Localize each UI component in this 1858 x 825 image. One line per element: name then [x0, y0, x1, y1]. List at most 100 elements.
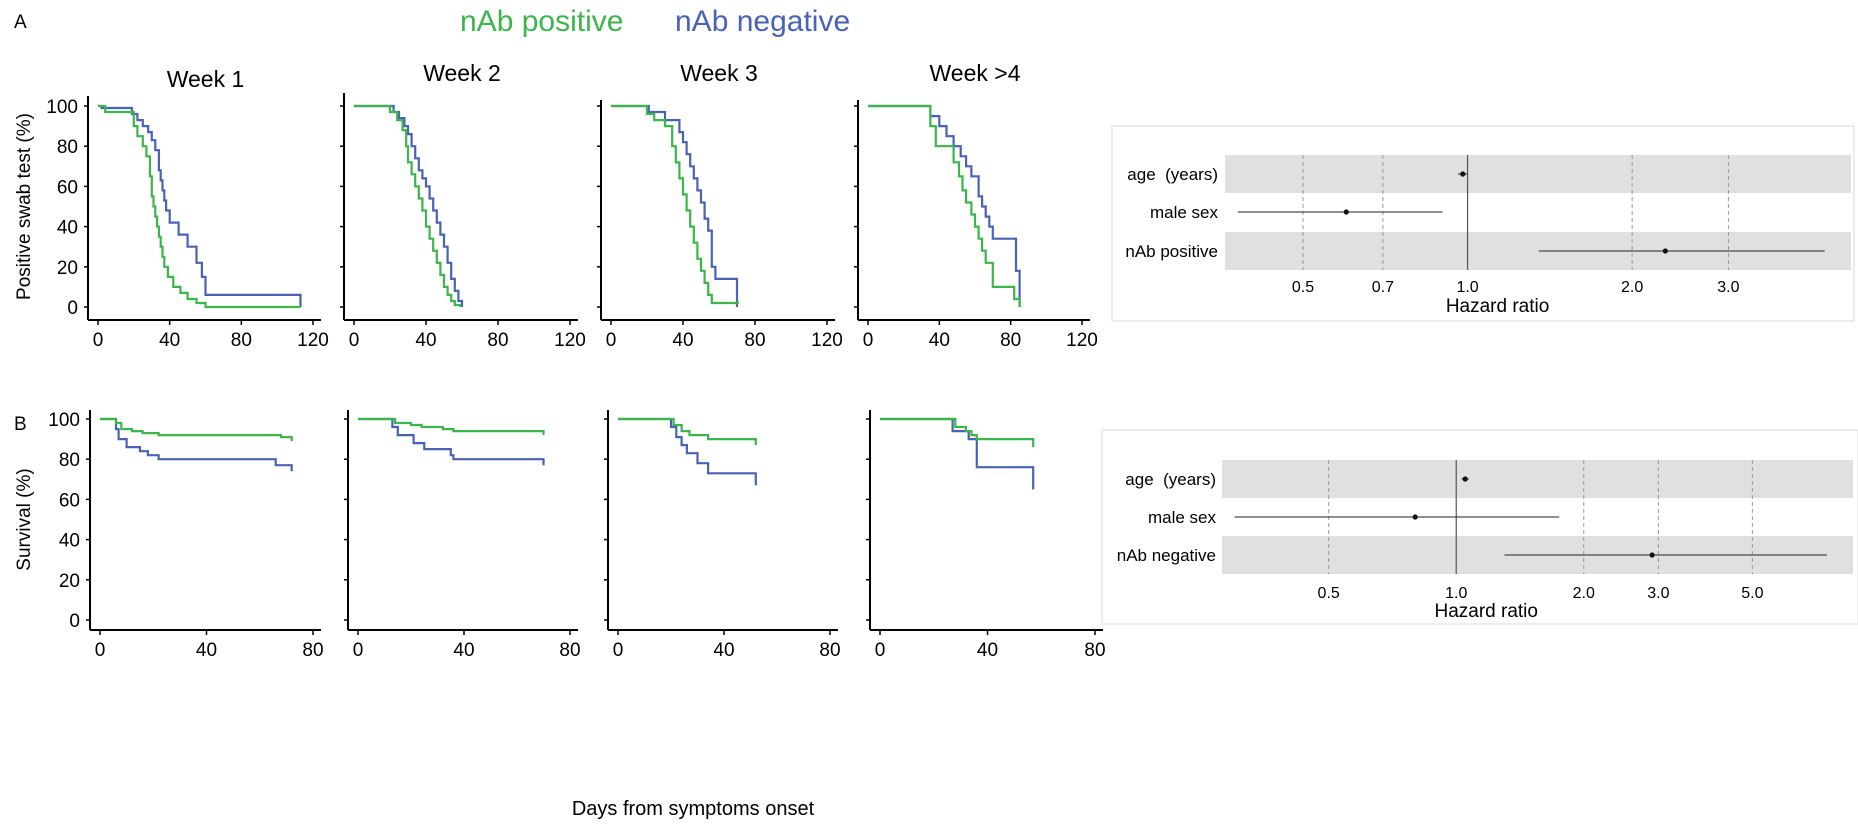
x-tick-label: 80 [1084, 640, 1105, 661]
y-axis-label: Survival (%) [14, 468, 35, 570]
plot-title: Week 2 [423, 60, 501, 86]
forest-plot-b-forest: age (years) male sex nAb negative 0.5 1.0 2.0… [1101, 429, 1858, 625]
x-tick-label: 40 [159, 330, 180, 351]
x-tick-label: 3.0 [1717, 279, 1739, 296]
estimate-point [1412, 514, 1418, 520]
x-tick-label: 0.5 [1292, 279, 1314, 296]
x-tick-label: 40 [196, 640, 217, 661]
x-tick-label: 0 [613, 640, 624, 661]
legend-nab-negative: nAb negative [675, 5, 850, 38]
row-label: age (years) [1125, 470, 1216, 489]
x-tick-label: 80 [231, 330, 252, 351]
row-label: male sex [1150, 203, 1219, 222]
x-tick-label: 120 [811, 330, 843, 351]
x-tick-label: 0 [93, 330, 104, 351]
x-tick-label: 3.0 [1647, 585, 1669, 602]
x-tick-label: 5.0 [1741, 585, 1763, 602]
legend-nab-positive: nAb positive [460, 5, 623, 38]
row-label: nAb negative [1117, 546, 1216, 565]
plot-title: Week >4 [930, 60, 1021, 86]
y-tick-label: 0 [67, 298, 78, 319]
y-tick-label: 20 [57, 258, 78, 279]
row-band [1222, 460, 1853, 498]
x-tick-label: 2.0 [1573, 585, 1595, 602]
x-tick-label: 80 [744, 330, 765, 351]
y-tick-label: 0 [69, 611, 80, 632]
y-tick-label: 60 [57, 177, 78, 198]
km-plot-b-week2: 0 40 80 [344, 410, 581, 661]
forest-plot-a-forest: age (years) male sex nAb positive 0.5 0.7 1.0… [1111, 125, 1855, 322]
estimate-point [1462, 476, 1468, 482]
x-tick-label: 0 [353, 640, 364, 661]
x-tick-label: 40 [415, 330, 436, 351]
km-curve-nab-positive [358, 417, 545, 436]
km-curve-nab-negative [880, 417, 1035, 490]
km-curve-nab-positive [880, 417, 1035, 448]
km-curve-nab-negative [98, 104, 302, 307]
x-tick-label: 40 [713, 640, 734, 661]
estimate-point [1343, 209, 1349, 215]
estimate-point [1662, 248, 1668, 254]
x-axis-label: Hazard ratio [1434, 601, 1538, 622]
km-curve-nab-negative [611, 104, 739, 307]
km-plot-b-week3: 0 40 80 [604, 410, 841, 661]
km-plot-b-week1: 0 20 40 60 80 100 0 40 80 Survival (%) [14, 410, 324, 661]
x-tick-label: 40 [453, 640, 474, 661]
y-tick-label: 80 [59, 450, 80, 471]
x-tick-label: 80 [302, 640, 323, 661]
y-tick-label: 100 [46, 97, 78, 118]
x-tick-label: 0 [95, 640, 106, 661]
km-curve-nab-negative [358, 417, 545, 466]
x-axis-label-shared: Days from symptoms onset [572, 798, 815, 820]
x-tick-label: 80 [487, 330, 508, 351]
x-tick-label: 80 [1000, 330, 1021, 351]
km-curve-nab-positive [98, 104, 301, 309]
x-tick-label: 40 [977, 640, 998, 661]
y-tick-label: 40 [57, 218, 78, 239]
y-tick-label: 80 [57, 137, 78, 158]
km-curve-nab-positive [100, 417, 293, 442]
x-tick-label: 0 [875, 640, 886, 661]
km-curve-nab-positive [611, 104, 739, 305]
x-tick-label: 80 [819, 640, 840, 661]
km-plot-a-week2: 0 40 80 120 Week 2 [340, 60, 586, 351]
y-tick-label: 40 [59, 531, 80, 552]
x-tick-label: 120 [1066, 330, 1098, 351]
plot-area: 0 20 40 60 80 100 0 40 80 120 Week 1 Positive swab … [14, 60, 1858, 661]
y-tick-label: 100 [48, 410, 80, 431]
x-tick-label: 1.0 [1456, 279, 1478, 296]
estimate-point [1649, 552, 1655, 558]
km-curve-nab-positive [868, 104, 1021, 307]
x-tick-label: 40 [672, 330, 693, 351]
x-tick-label: 40 [929, 330, 950, 351]
km-plot-b-week4: 0 40 80 [866, 410, 1106, 661]
x-tick-label: 0 [349, 330, 360, 351]
x-axis-label: Hazard ratio [1446, 296, 1550, 317]
km-plot-a-week1: 0 20 40 60 80 100 0 40 80 120 Week 1 Positive swab … [14, 66, 329, 351]
estimate-point [1460, 171, 1466, 177]
km-curve-nab-positive [354, 104, 462, 307]
plot-title: Week 1 [167, 66, 245, 92]
km-curve-nab-positive [618, 417, 757, 446]
km-plot-a-week3: 0 40 80 120 Week 3 [597, 60, 843, 351]
y-tick-label: 60 [59, 490, 80, 511]
panel-label-a: A [14, 12, 27, 33]
x-tick-label: 0 [863, 330, 874, 351]
km-plot-a-week4: 0 40 80 120 Week >4 [854, 60, 1098, 351]
km-curve-nab-negative [354, 104, 464, 307]
x-tick-label: 1.0 [1445, 585, 1467, 602]
km-curve-nab-negative [100, 417, 293, 472]
y-axis-label: Positive swab test (%) [14, 113, 35, 300]
row-band [1225, 155, 1851, 193]
km-curve-nab-negative [868, 104, 1021, 307]
x-tick-label: 120 [297, 330, 329, 351]
row-label: male sex [1148, 508, 1217, 527]
x-tick-label: 80 [559, 640, 580, 661]
x-tick-label: 0.5 [1318, 585, 1340, 602]
x-tick-label: 2.0 [1621, 279, 1643, 296]
plot-title: Week 3 [680, 60, 758, 86]
row-label: age (years) [1127, 165, 1218, 184]
x-tick-label: 0.7 [1372, 279, 1394, 296]
panel-label-b: B [14, 414, 27, 435]
